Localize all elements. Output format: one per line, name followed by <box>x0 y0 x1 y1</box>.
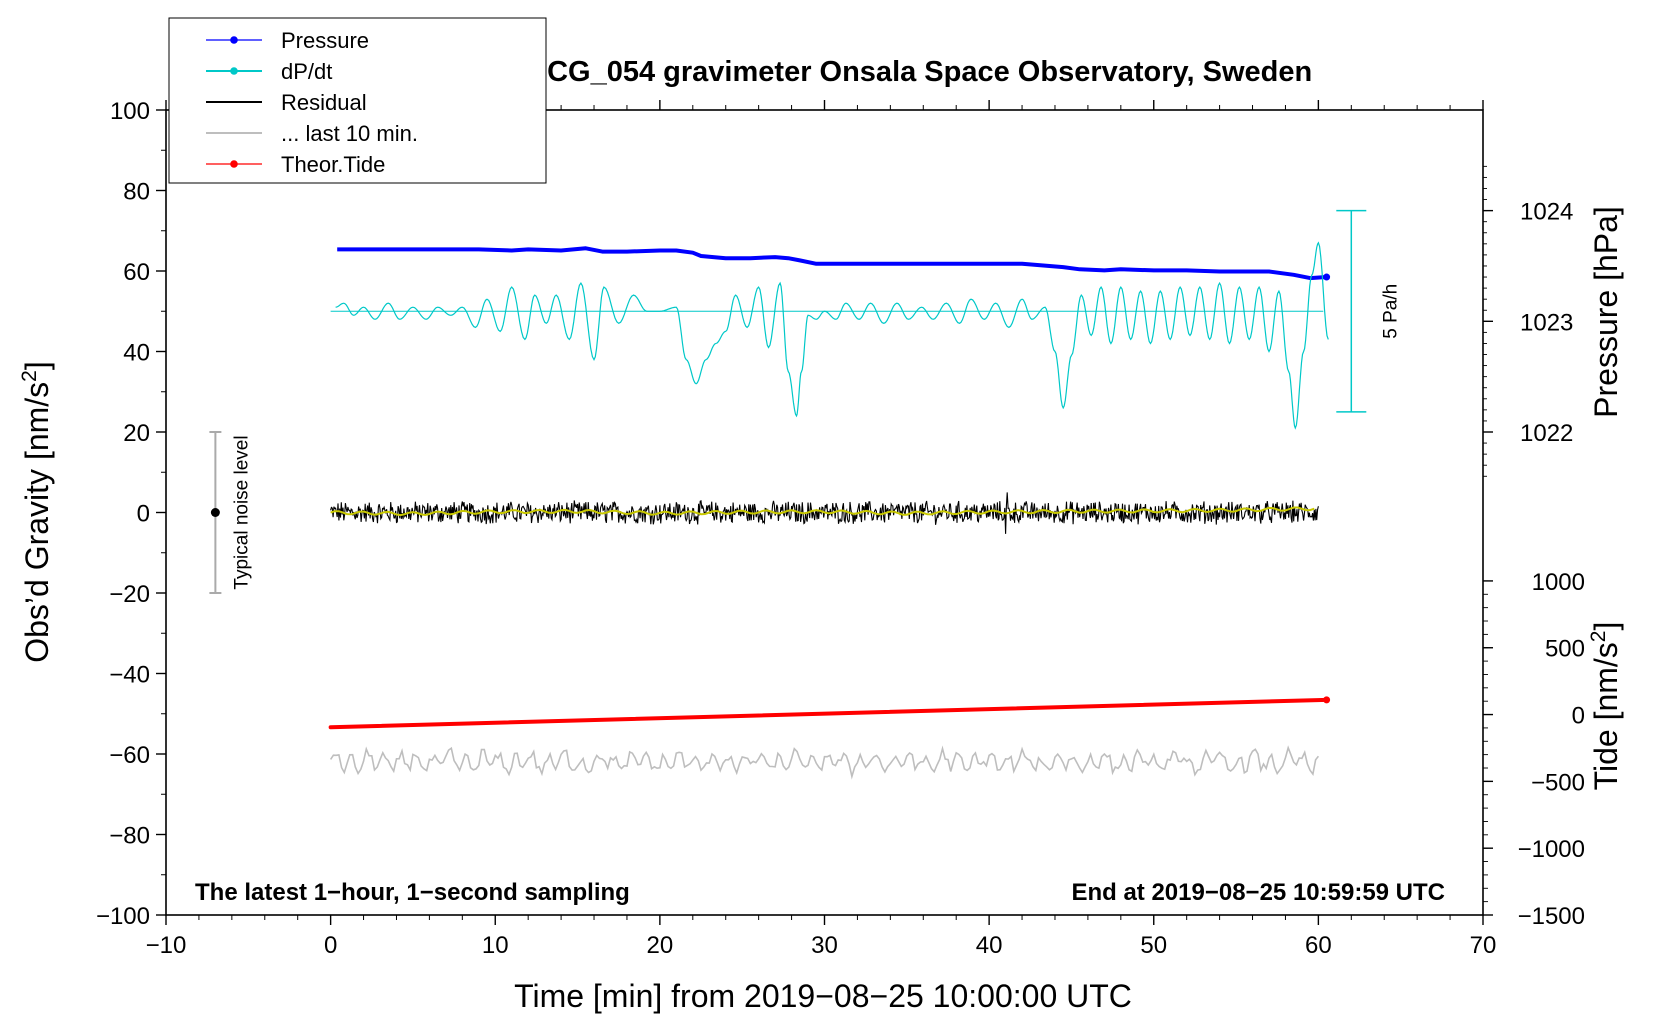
x-tick-label: 10 <box>482 932 509 959</box>
pressure-axis-label: Pressure [hPa] <box>1588 206 1624 418</box>
rate-label: 5 Pa/h <box>1380 284 1401 339</box>
x-tick-label: 20 <box>647 932 674 959</box>
y-tick-label: 40 <box>123 340 150 367</box>
y-axis-label-main: Obs’d Gravity [nm/s <box>19 382 55 663</box>
y-tick-label: 60 <box>123 259 150 286</box>
tide-tick-label: 0 <box>1572 703 1585 730</box>
noise-center-point <box>210 508 220 517</box>
legend-label: dP/dt <box>281 59 332 84</box>
tide-tick-label: −1500 <box>1518 903 1585 930</box>
tide-tick-label: −500 <box>1531 769 1585 796</box>
last-10-min-line <box>329 745 1320 780</box>
legend-marker <box>230 160 238 168</box>
tide-line <box>328 697 1329 730</box>
tide-axis-label-exp: 2 <box>1587 631 1610 643</box>
y-axis-label-end: ] <box>19 361 55 370</box>
plot-area: Typical noise level 5 Pa/h <box>165 109 1484 916</box>
axes: −10 0 10 20 30 40 50 60 70−100−80−60−40−20020406… <box>96 98 1585 959</box>
y-tick-label: −20 <box>109 581 150 608</box>
legend: Pressure dP/dt Residual ... last 10 min. The… <box>168 17 547 184</box>
tide-axis-label-main: Tide [nm/s <box>1588 642 1624 790</box>
x-axis-label: Time [min] from 2019−08−25 10:00:00 UTC <box>514 978 1132 1014</box>
tide-axis-label: Tide [nm/s2] <box>1587 622 1624 791</box>
y-tick-label: −100 <box>96 903 150 930</box>
x-tick-label: 0 <box>324 932 337 959</box>
tide-tick-label: −1000 <box>1518 836 1585 863</box>
x-tick-label: 60 <box>1305 932 1332 959</box>
x-tick-label: −10 <box>146 932 187 959</box>
pressure-tick-label: 1024 <box>1520 199 1573 226</box>
legend-label: Pressure <box>281 28 369 53</box>
y-tick-label: −80 <box>109 823 150 850</box>
pressure-tick-label: 1023 <box>1520 309 1573 336</box>
legend-items: Pressure dP/dt Residual ... last 10 min. The… <box>206 28 418 177</box>
x-tick-label: 50 <box>1140 932 1167 959</box>
legend-box <box>168 17 547 184</box>
legend-label: ... last 10 min. <box>281 121 418 146</box>
noise-label: Typical noise level <box>231 435 252 589</box>
legend-label: Residual <box>281 90 367 115</box>
pressure-line <box>337 246 1327 281</box>
end-time-annotation: End at 2019−08−25 10:59:59 UTC <box>1071 879 1445 906</box>
tide-tick-label: 1000 <box>1532 569 1585 596</box>
x-tick-label: 40 <box>976 932 1003 959</box>
dpdt-line <box>335 241 1329 430</box>
y-tick-label: 80 <box>123 179 150 206</box>
sampling-annotation: The latest 1−hour, 1−second sampling <box>195 879 630 906</box>
legend-marker <box>230 36 238 44</box>
series-layer: Typical noise level 5 Pa/h <box>209 209 1401 780</box>
y-tick-label: 20 <box>123 420 150 447</box>
y-tick-label: 100 <box>110 98 150 125</box>
x-tick-label: 70 <box>1470 932 1497 959</box>
y-axis-label: Obs’d Gravity [nm/s2] <box>18 361 55 663</box>
tide-tick-label: 500 <box>1545 636 1585 663</box>
pressure-tick-label: 1022 <box>1520 420 1573 447</box>
tide-axis-label-end: ] <box>1588 622 1624 631</box>
chart-title: SCG_054 gravimeter Onsala Space Observat… <box>528 56 1312 88</box>
y-tick-label: 0 <box>137 501 150 528</box>
y-tick-label: −40 <box>109 662 150 689</box>
legend-marker <box>230 67 238 75</box>
y-tick-label: −60 <box>109 742 150 769</box>
y-axis-label-exp: 2 <box>18 370 41 382</box>
tide-end-point <box>1323 696 1331 704</box>
x-tick-label: 30 <box>811 932 838 959</box>
pressure-end-point <box>1323 273 1331 281</box>
residual-smoothed-line <box>330 506 1315 517</box>
legend-label: Theor.Tide <box>281 152 385 177</box>
